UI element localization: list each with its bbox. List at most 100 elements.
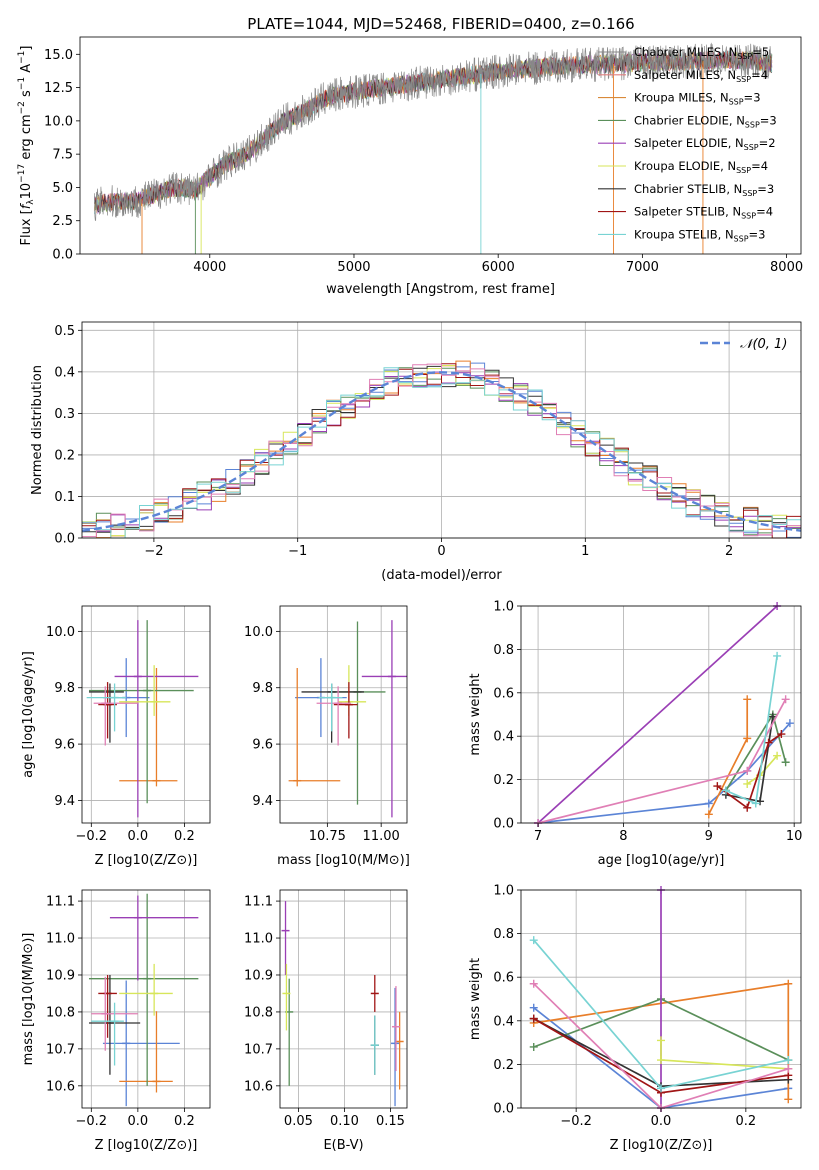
series-marker [743,766,752,775]
y-tick-label: 0.0 [52,248,73,263]
legend-n-prefix: N [727,159,736,173]
series-marker [704,810,713,819]
y-axis-label-part: −1 [17,77,27,90]
y-axis-label: age [log10(age/yr)] [21,651,36,778]
legend-n-eq: = [760,113,770,127]
x-tick-label: 0.15 [376,1114,405,1129]
y-tick-label: 10.9 [244,968,273,983]
legend-n-sep: , [720,159,727,173]
axes-frame [520,889,802,1109]
legend-entry: Kroupa STELIB, NSSP=3 [634,227,766,243]
legend-n-eq: = [756,205,766,219]
x-tick-label: 8 [619,829,627,844]
legend-entry: Chabrier STELIB, NSSP=3 [634,182,774,198]
y-axis-label-part: −17 [17,164,27,183]
legend-entry: Chabrier ELODIE, NSSP=3 [634,113,777,129]
x-tick-label: 0.2 [736,1114,757,1129]
y-tick-label: 10.6 [244,1079,273,1094]
legend-entry: Kroupa ELODIE, NSSP=4 [634,159,768,175]
chart-residual-hist: −2 −1 0 1 2 0.0 0.1 0.2 0.3 0.4 0.5 𝒩(0, 1) (data-mo… [30,321,802,583]
legend-label: Kroupa ELODIE [634,159,720,173]
x-tick-label: 7000 [626,260,659,275]
series-line [716,733,782,810]
series-marker [529,936,538,945]
legend-n-eq: = [751,159,761,173]
legend-n-eq: = [744,91,754,105]
legend-label: Salpeter STELIB [634,205,725,219]
legend-n-value: 4 [761,159,768,173]
x-tick-label: 0.0 [128,829,149,844]
histogram-step [82,367,801,539]
legend-n-eq: = [759,136,769,150]
legend-n-sep: , [725,205,732,219]
legend-label: Chabrier STELIB [634,182,726,196]
y-tick-label: 9.4 [252,794,273,809]
legend-n-value: 2 [768,136,775,150]
legend-n-sub: SSP [741,212,756,221]
legend-n-prefix: N [729,45,738,59]
legend-n-sub: SSP [734,234,749,243]
x-axis-label: (data-model)/error [381,568,502,583]
x-tick-label: −1 [288,544,307,559]
legend-n-value: 3 [758,227,765,241]
y-tick-label: 9.8 [54,681,75,696]
series-marker [529,1003,538,1012]
chart-weight-vs-z: −0.2 0.0 0.2 0.0 0.2 0.4 0.6 0.8 1.0 Z [log10(Z/Z… [468,884,802,1153]
series-marker [764,738,773,747]
series-marker [657,1084,665,1093]
y-tick-label: 15.0 [44,48,73,63]
y-tick-label: 9.6 [54,738,75,753]
legend-n-sep: , [720,68,727,82]
y-axis-label-part: erg cm [19,114,34,163]
legend-n-prefix: N [734,182,743,196]
y-tick-label: 0.0 [493,817,514,832]
legend-n-value: 5 [762,45,769,59]
plot-area [534,602,794,827]
chart-age-vs-z: −0.2 0.0 0.2 9.4 9.6 9.8 10.0 Z [log10(Z/Z⊙)] ag… [21,605,211,868]
y-tick-label: 9.8 [252,681,273,696]
x-tick-label: 5000 [337,260,370,275]
series-line [537,605,778,824]
y-tick-label: 11.1 [46,895,75,910]
x-tick-label: 0.2 [174,829,195,844]
y-tick-label: 11.0 [46,932,75,947]
legend-n-sub: SSP [744,143,759,152]
y-tick-label: 0.6 [493,686,514,701]
y-axis-label: mass [log10(M/M⊙)] [21,933,36,1066]
series-marker [784,1064,793,1073]
x-tick-label: −0.2 [76,829,108,844]
legend-entry: Salpeter ELODIE, NSSP=2 [634,136,776,152]
x-tick-label: 9 [705,829,713,844]
y-axis-label-part: −1 [17,51,27,64]
observed-spectrum-line [94,42,773,222]
series-marker [785,719,794,728]
y-tick-label: 0.2 [54,448,75,463]
chart-spectrum: 4000 5000 6000 7000 8000 0.0 2.5 5.0 7.5 10.0 12.5… [17,36,803,297]
series-marker [721,786,730,795]
legend-n-value: 3 [767,182,774,196]
normal-curve [81,371,802,532]
legend-label: Chabrier ELODIE [634,113,729,127]
axes-frame [279,605,408,824]
x-axis-label: mass [log10(M/M⊙)] [277,853,410,868]
y-tick-label: 0.8 [493,927,514,942]
x-tick-label: −0.2 [560,1114,592,1129]
x-axis-label: Z [log10(Z/Z⊙)] [95,1138,198,1153]
y-tick-label: 9.4 [54,794,75,809]
legend-n-prefix: N [720,91,729,105]
legend-n-eq: = [752,45,762,59]
y-tick-label: 0.2 [493,1058,514,1073]
legend-n-sep: , [718,227,725,241]
y-tick-label: 0.4 [54,365,75,380]
legend-n-value: 4 [766,205,773,219]
series-line [538,722,791,824]
series-marker [657,1036,665,1045]
y-tick-label: 0.0 [54,532,75,547]
y-tick-label: 0.1 [54,490,75,505]
y-axis-label-part: s [19,90,34,101]
x-tick-label: 2 [725,544,733,559]
y-tick-label: 10.0 [44,114,73,129]
y-tick-label: 10.8 [244,1005,273,1020]
x-tick-label: 8000 [770,260,803,275]
